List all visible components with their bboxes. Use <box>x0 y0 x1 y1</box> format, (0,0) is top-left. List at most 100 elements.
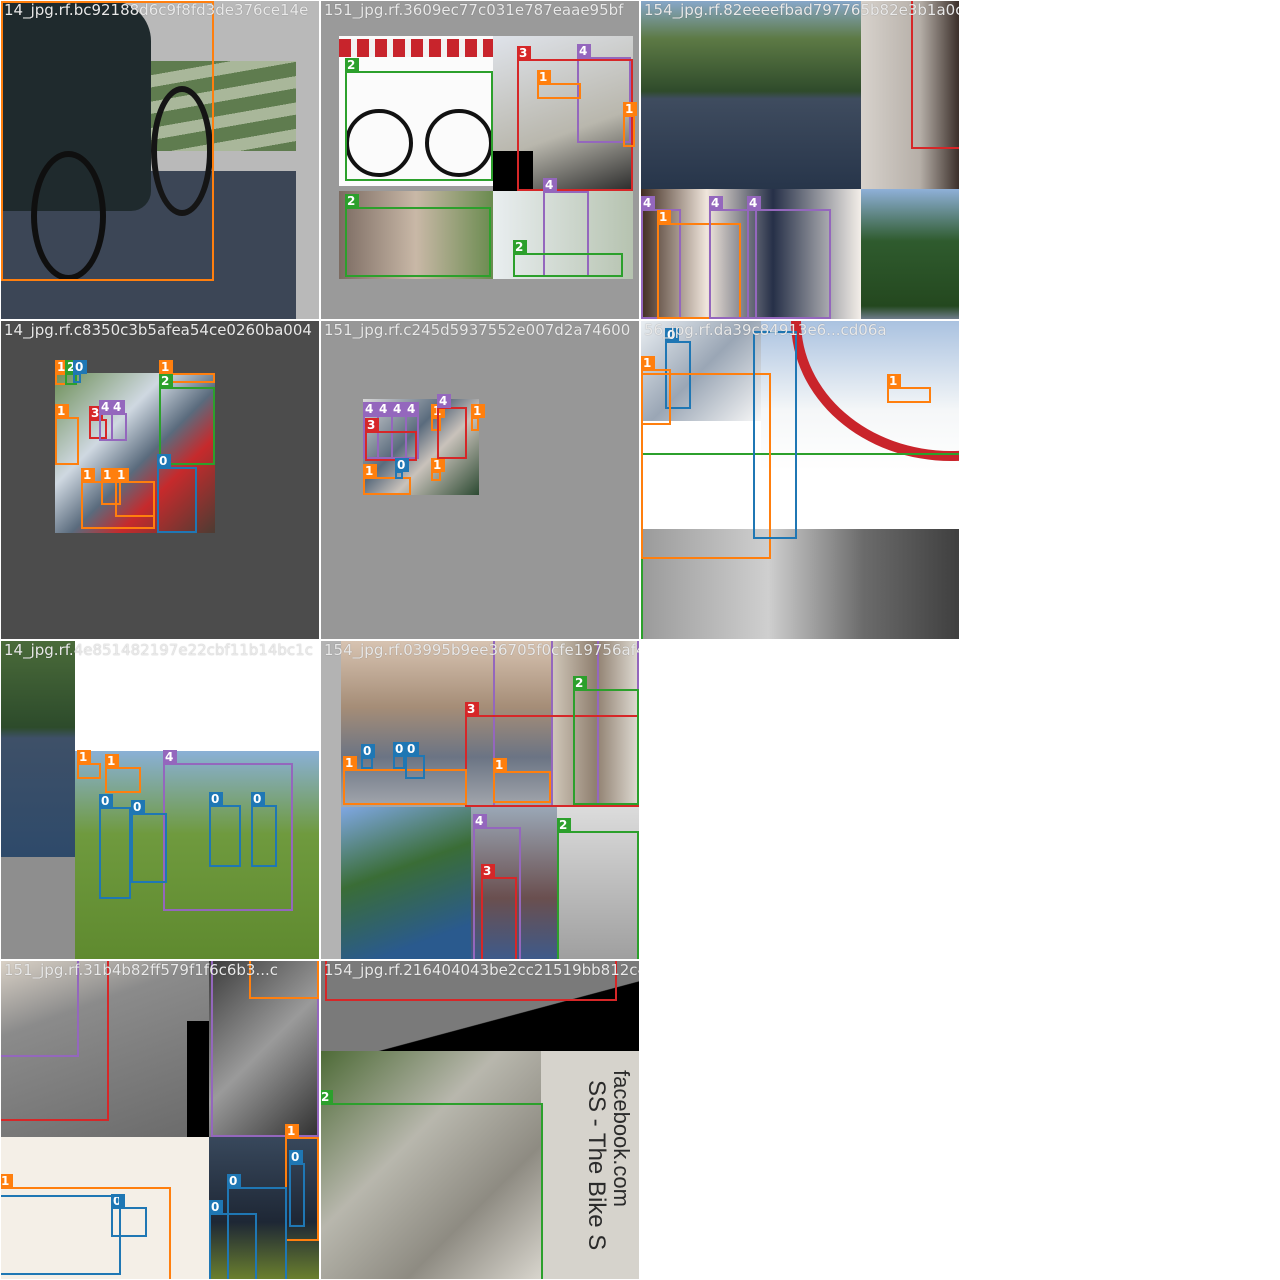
bbox: 1 <box>55 404 79 465</box>
bbox-label: 1 <box>81 468 95 482</box>
tile-4: 4 4 4 4 3 1 1 1 0 1 4 151_jpg.rf.c245d59… <box>321 321 639 639</box>
bbox-label: 1 <box>537 70 551 84</box>
bbox: 1 <box>1 1 214 281</box>
bbox-label: 0 <box>99 794 113 808</box>
tile-9: SS - The Bike S facebook.com 3 2 154_jpg… <box>321 961 639 1279</box>
purple-bike-photo <box>339 191 493 279</box>
tile-filename: 151_jpg.rf.31b4b82ff579f1f6c6b3...c <box>4 961 279 979</box>
gray-fill <box>1 857 75 959</box>
bbox: 0 <box>209 1200 257 1279</box>
bbox-label: 4 <box>99 400 113 414</box>
bbox-label: 4 <box>641 196 655 210</box>
bbox: 2 <box>513 240 623 277</box>
bbox-label: 0 <box>157 454 171 468</box>
bbox-label: 1 <box>285 1124 299 1138</box>
bbox: 2 <box>345 58 493 181</box>
bbox-unlabeled <box>1 1195 121 1275</box>
bbox: 3 <box>325 961 617 1001</box>
bbox-label: 1 <box>1 1174 13 1188</box>
bbox: 0 <box>395 458 409 479</box>
bbox: 0 <box>227 1174 287 1279</box>
bbox-label: 0 <box>209 792 223 806</box>
bbox-label: 2 <box>345 194 359 208</box>
vintage-drawing <box>1 1137 209 1279</box>
shop-sign <box>541 1051 639 1279</box>
bbox: 0 <box>99 794 131 899</box>
bbox-label: 1 <box>115 468 129 482</box>
bbox: 0 <box>393 742 407 769</box>
bbox: 0 <box>131 800 167 883</box>
bbox: 4 <box>405 402 419 459</box>
tile-filename: 154_jpg.rf.03995b9ee36705f0cfe19756af4a <box>324 641 639 659</box>
bbox: 3 <box>517 46 633 191</box>
green-bike-photo <box>321 1051 541 1279</box>
bbox-label: 1 <box>641 356 655 370</box>
bbox-label: 1 <box>657 210 671 224</box>
bbox-label: 0 <box>251 792 265 806</box>
bbox: 1 <box>115 468 155 517</box>
bbox-label: 1 <box>343 756 357 770</box>
bbox-label: 2 <box>573 676 587 690</box>
trees-road-photo <box>641 1 861 189</box>
bbox-label: 4 <box>747 196 761 210</box>
bbox: 1 <box>537 70 581 99</box>
tile-filename: 56_jpg.rf.da39c84913e6...cd06a <box>644 321 887 339</box>
bbox-label: 0 <box>393 742 407 756</box>
bbox-label: 3 <box>365 418 379 432</box>
bbox-label: 0 <box>209 1200 223 1214</box>
bbox: 0 <box>665 328 691 409</box>
bbox-unlabeled <box>753 331 797 539</box>
bbox: 1 <box>249 961 319 999</box>
bbox-label: 2 <box>513 240 527 254</box>
bbox: 3 <box>481 864 517 959</box>
bbox: 1 <box>105 754 141 793</box>
bbox-label: 1 <box>159 360 173 374</box>
bbox-unlabeled <box>1 961 109 1121</box>
bbox-label: 0 <box>73 360 87 374</box>
bike-parked-photo <box>553 641 639 807</box>
trees-photo <box>341 807 491 959</box>
grid-line <box>639 0 641 960</box>
bbox-label: 4 <box>437 394 451 408</box>
bbox: 4 <box>1 961 79 1057</box>
car-wheel-front <box>151 86 213 216</box>
bbox: 0 <box>251 792 277 867</box>
bbox: 4 <box>577 44 631 143</box>
bbox-label: 1 <box>887 374 901 388</box>
bbox-label: 2 <box>345 58 359 72</box>
bbox-label: 0 <box>131 800 145 814</box>
bbox: 4 <box>473 814 521 959</box>
woman-photo <box>493 191 633 279</box>
bbox-label: 2 <box>321 1090 333 1104</box>
scooter-detail <box>861 1 959 189</box>
bbox: 0 <box>73 360 87 383</box>
bbox-label: 4 <box>543 178 557 192</box>
bbox-label: 2 <box>159 374 173 388</box>
tile-filename: 151_jpg.rf.c245d5937552e007d2a74600 <box>324 321 631 339</box>
tile-filename: 154_jpg.rf.82eeeefbad797765b82e3b1a0cf3c <box>644 1 959 19</box>
bbox: 4 <box>211 961 319 1137</box>
tile-3: 1 2 0 1 2 1 3 4 4 1 0 1 1 14_jpg.rf.c835… <box>1 321 319 639</box>
bbox: 0 <box>405 742 425 779</box>
bbox-label: 0 <box>111 1194 125 1208</box>
bbox-label: 0 <box>395 458 409 472</box>
black-triangle <box>321 961 639 1051</box>
bbox-label: 1 <box>101 468 115 482</box>
bbox: 1 <box>623 102 637 147</box>
bbox-label: 1 <box>55 404 69 418</box>
bbox-label: 0 <box>361 744 375 758</box>
bbox-label: 0 <box>405 742 419 756</box>
bbox: 1 <box>887 374 931 403</box>
grid-line <box>0 639 960 641</box>
red-banner <box>339 39 493 57</box>
bbox-label: 4 <box>163 750 177 764</box>
bbox: 2 <box>321 1090 543 1279</box>
bbox: 4 <box>437 394 467 459</box>
bbox-label: 1 <box>493 758 507 772</box>
bbox-label: 3 <box>465 702 479 716</box>
bbox-label: 1 <box>363 464 377 478</box>
bbox: 0 <box>157 454 197 533</box>
bbox-label: 1 <box>471 404 485 418</box>
bbox-label: 1 <box>105 754 119 768</box>
tile-filename: 154_jpg.rf.216404043be2cc21519bb812c4026 <box>324 961 639 979</box>
